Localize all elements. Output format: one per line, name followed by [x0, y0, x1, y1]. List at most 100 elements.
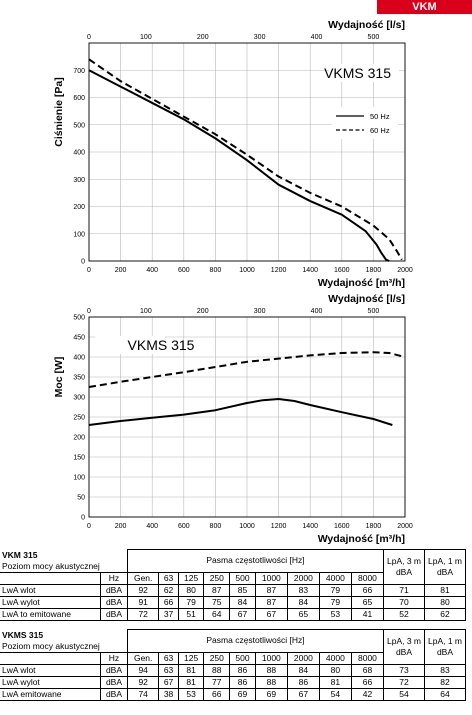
y-tick-label: 300: [73, 177, 85, 184]
table-cell: 67: [286, 687, 320, 701]
series-line-solid: [88, 69, 390, 262]
table-cell: 65: [350, 595, 385, 609]
lpa1-unit: dBA: [436, 566, 454, 577]
table-cell: 88: [203, 663, 231, 677]
table-cell: dBA: [100, 607, 128, 621]
table-cell: 86: [229, 675, 256, 689]
table-cell: LwA wylot: [0, 595, 101, 609]
legend-label: 50 Hz: [370, 112, 390, 121]
table-header-row: Poziom mocy akustycznej: [0, 561, 466, 573]
y-axis-label: Ciśnienie [Pa]: [53, 77, 65, 146]
lpa3-unit: dBA: [395, 646, 413, 657]
x-tick-label: 600: [178, 267, 190, 274]
table-cell: 80: [424, 595, 466, 609]
table-cell: 66: [203, 687, 231, 701]
table-cell: Poziom mocy akustycznej: [2, 640, 100, 651]
table-cell: 86: [286, 675, 320, 689]
table-cell: 75: [203, 595, 231, 609]
table-cell: 66: [350, 675, 385, 689]
table-row: LwA wylot dBA 91 66 79 75 84 87 84 79 65 70 80: [0, 595, 466, 609]
table-cell: Pasma częstotliwości [Hz]: [127, 549, 384, 573]
table-cell: 91: [126, 595, 160, 609]
table-cell: 64: [203, 607, 231, 621]
chart-title: VKMS 315: [324, 65, 391, 81]
chart-title-backdrop: [95, 336, 165, 354]
top-axis-label: Wydajność [l/s]: [328, 19, 405, 31]
table-cell: VKM 315: [2, 549, 38, 560]
top-tick-label: 400: [311, 308, 323, 315]
table-cell: 87: [254, 583, 288, 597]
table-cell: 53: [318, 607, 352, 621]
table-cell: LwA emitowane: [0, 687, 101, 701]
table-cell: LwA wylot: [0, 675, 101, 689]
table-cell: 71: [383, 583, 425, 597]
x-tick-label: 600: [178, 523, 190, 530]
table-cell: 88: [254, 675, 288, 689]
table-cell: 54: [383, 687, 425, 701]
table-cell: 125: [177, 571, 205, 585]
top-tick-label: 500: [368, 308, 380, 315]
table-cell: dBA: [100, 675, 128, 689]
table-cell: LpA, 3 m dBA: [383, 549, 425, 585]
y-tick-label: 450: [73, 335, 85, 342]
y-tick-label: 200: [73, 435, 85, 442]
table-cell: 4000: [318, 651, 352, 665]
top-tick-label: 300: [254, 308, 266, 315]
table-cell: 65: [286, 607, 320, 621]
lpa1-label: LpA, 1 m: [427, 555, 463, 566]
table-cell: 54: [318, 687, 352, 701]
table-cell: 4000: [318, 571, 352, 585]
table-cell: LpA, 1 m dBA: [424, 629, 466, 665]
top-tick-label: 100: [140, 308, 152, 315]
x-tick-label: 200: [115, 267, 127, 274]
top-tick-label: 400: [311, 34, 323, 41]
x-tick-label: 400: [146, 267, 158, 274]
plot-frame: [88, 316, 406, 518]
table-cell: dBA: [100, 595, 128, 609]
y-tick-label: 0: [81, 515, 85, 522]
x-tick-label: 1200: [271, 523, 287, 530]
table-cell: 84: [286, 595, 320, 609]
x-tick-label: 1000: [239, 267, 255, 274]
table-cell: 88: [254, 663, 288, 677]
table-cell: 87: [203, 583, 231, 597]
x-tick-label: 0: [87, 267, 91, 274]
table-cell: 66: [350, 583, 385, 597]
table-cell: LwA wlot: [0, 663, 101, 677]
table-cell: VKMS 315: [2, 629, 44, 640]
table-cell: 52: [383, 607, 425, 621]
acoustic-table-vkms: VKMS 315 Pasma częstotliwości [Hz] LpA, 3 …: [0, 629, 466, 701]
table-cell: 2000: [286, 651, 320, 665]
y-tick-label: 100: [73, 475, 85, 482]
table-cell: 84: [286, 663, 320, 677]
lpa1-label: LpA, 1 m: [427, 635, 463, 646]
table-cell: Gen.: [126, 571, 160, 585]
table-cell: 51: [177, 607, 205, 621]
table-cell: 83: [286, 583, 320, 597]
product-family-tag: VKM: [377, 0, 472, 14]
pressure-chart: 0 200 400 600 800 1000 1200 1400 1600 1800 2000010…: [53, 19, 413, 289]
table-cell: 79: [318, 583, 352, 597]
table-cell: 63: [158, 651, 179, 665]
table-cell: 87: [254, 595, 288, 609]
top-tick-label: 100: [140, 34, 152, 41]
product-family-label: VKM: [412, 1, 437, 13]
table-cell: 92: [126, 583, 160, 597]
x-tick-label: 800: [210, 523, 222, 530]
table-cell: 80: [177, 583, 205, 597]
x-tick-label: 800: [210, 267, 222, 274]
top-tick-label: 0: [87, 34, 91, 41]
x-tick-label: 1200: [271, 267, 287, 274]
y-tick-label: 50: [77, 495, 85, 502]
chart-title: VKMS 315: [128, 337, 195, 353]
table-header-row: Hz Gen. 63 125 250 500 1000 2000 4000 8000: [0, 571, 466, 585]
table-cell: Hz: [100, 571, 128, 585]
table-cell: 81: [318, 675, 352, 689]
table-cell: 37: [158, 607, 179, 621]
x-tick-label: 1400: [302, 523, 318, 530]
table-cell: 62: [424, 607, 466, 621]
table-cell: 63: [158, 571, 179, 585]
x-tick-label: 2000: [397, 267, 413, 274]
table-cell: 72: [126, 607, 160, 621]
legend-label: 60 Hz: [370, 126, 390, 135]
